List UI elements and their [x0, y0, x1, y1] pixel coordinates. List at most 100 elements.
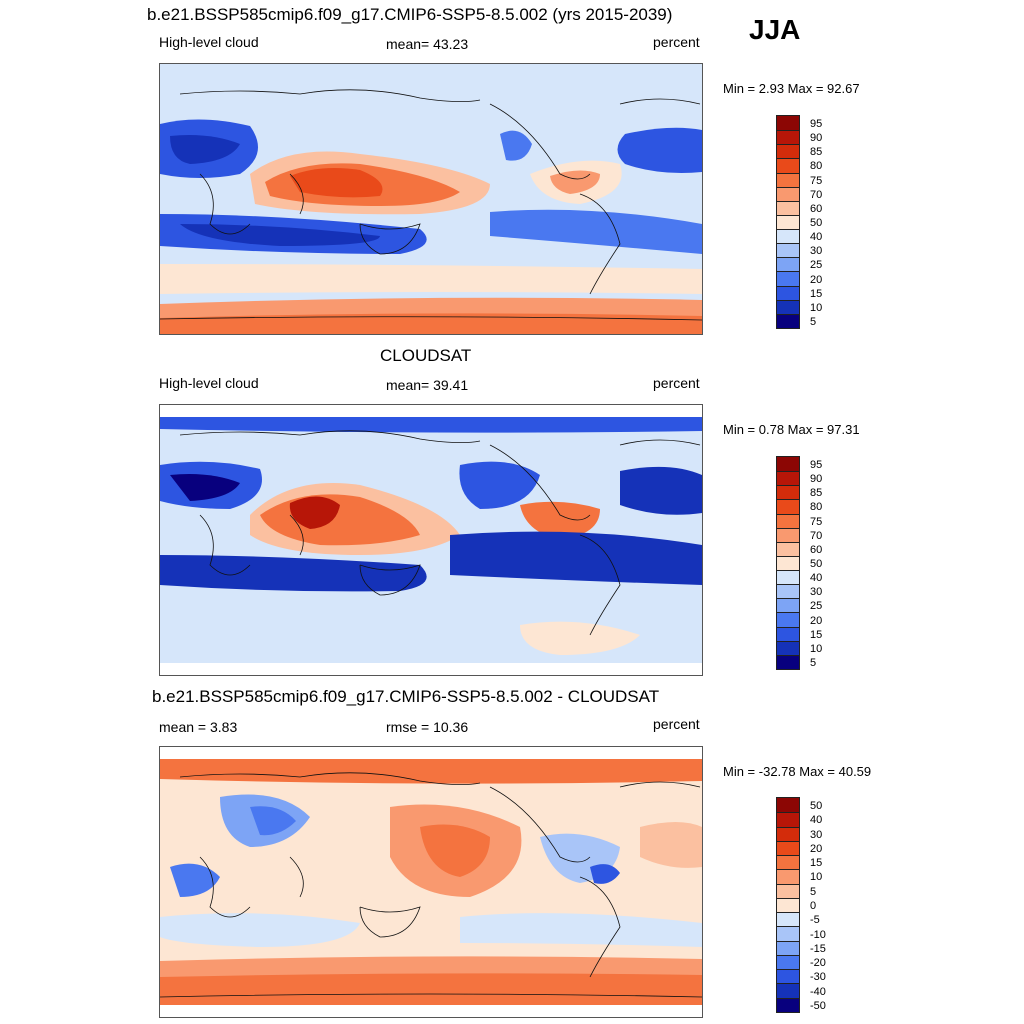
colorbar-tick-label: 50: [810, 558, 823, 570]
colorbar-swatch: [777, 969, 799, 984]
season-label: JJA: [749, 14, 801, 45]
colorbar-tick-label: 20: [810, 842, 823, 855]
cloud-region: [490, 209, 702, 254]
cloud-region: [640, 822, 702, 868]
colorbar-tick-label: 80: [810, 501, 823, 514]
cloud-region: [170, 474, 240, 501]
colorbar-swatch: [777, 229, 799, 244]
cloud-region: [160, 759, 702, 784]
panel-3-mean-label: mean = 3.83: [159, 719, 238, 735]
colorbar-tick-label: 30: [810, 828, 823, 841]
panel-3-minmax: Min = -32.78 Max = 40.59: [723, 764, 872, 779]
colorbar-swatch: [777, 186, 799, 201]
colorbar-swatch: [777, 997, 799, 1012]
cloud-region: [500, 130, 532, 161]
colorbar-tick-label: 5: [810, 656, 817, 669]
colorbar-swatch: [777, 172, 799, 187]
colorbar-swatch: [777, 897, 799, 913]
colorbar-swatch: [777, 654, 799, 669]
panel-3-rmse-label: rmse = 10.36: [386, 719, 469, 735]
colorbar-swatch: [777, 285, 799, 300]
cloud-region: [170, 863, 220, 897]
colorbar-tick-label: -15: [810, 942, 826, 955]
panel-2-title: CLOUDSAT: [380, 346, 472, 365]
panel-2-map: [159, 404, 703, 676]
colorbar-swatch: [777, 983, 799, 998]
cloud-region: [289, 496, 340, 529]
colorbar-tick-label: 90: [810, 473, 823, 486]
colorbar-swatch: [777, 527, 799, 542]
colorbar-tick-label: 15: [810, 287, 823, 300]
colorbar-swatch: [777, 130, 799, 145]
cloud-region: [420, 824, 490, 877]
cloud-region: [617, 127, 702, 173]
colorbar-swatch: [777, 313, 799, 328]
colorbar-swatch: [777, 214, 799, 230]
colorbar-swatch: [777, 954, 799, 970]
panel-2-minmax: Min = 0.78 Max = 97.31: [723, 422, 860, 437]
colorbar-swatch: [777, 798, 799, 813]
colorbar-tick-label: 50: [810, 800, 823, 813]
cloud-region: [520, 621, 640, 655]
colorbar-tick-label: 25: [810, 259, 823, 272]
colorbar-tick-label: 25: [810, 600, 823, 613]
colorbar-tick-label: 60: [810, 202, 823, 215]
colorbar-tick-label: -30: [810, 971, 826, 984]
colorbar-tick-label: 40: [810, 231, 823, 244]
colorbar-swatch: [777, 541, 799, 556]
panel-2-colorbar: 95 90 85 80 75 70 60 50 40 30 25 20 15 10 5: [776, 456, 822, 670]
panel-1-title: b.e21.BSSP585cmip6.f09_g17.CMIP6-SSP5-8.…: [147, 5, 673, 24]
colorbar-tick-label: 0: [810, 900, 817, 912]
colorbar-tick-label: 30: [810, 586, 823, 599]
panel-3-colorbar: 50 40 30 20 15 10 5 0 -5 -10 -15 -20 -30 -40 -50: [776, 797, 826, 1013]
colorbar-swatch: [777, 243, 799, 258]
colorbar-tick-label: 70: [810, 188, 823, 201]
colorbar-tick-label: -50: [810, 999, 826, 1012]
colorbar-tick-label: 80: [810, 160, 823, 173]
panel-1-units-label: percent: [653, 34, 700, 50]
coastlines: [160, 89, 702, 321]
cloud-region: [160, 64, 702, 82]
panel-3-map: [159, 746, 703, 1018]
panel-1-map-svg: [160, 64, 702, 334]
colorbar-tick-label: 75: [810, 174, 823, 187]
colorbar-swatch: [777, 869, 799, 884]
colorbar-swatch: [777, 612, 799, 627]
colorbar-tick-label: 5: [810, 885, 817, 898]
colorbar-tick-label: 10: [810, 871, 823, 884]
colorbar-tick-label: 85: [810, 146, 823, 159]
colorbar-swatch: [777, 200, 799, 215]
colorbar-tick-label: 15: [810, 857, 823, 870]
panel-1-minmax: Min = 2.93 Max = 92.67: [723, 81, 860, 96]
colorbar-swatch: [777, 299, 799, 314]
colorbar-tick-label: 20: [810, 273, 823, 286]
colorbar-swatch: [777, 826, 799, 841]
colorbar-swatch: [777, 855, 799, 870]
panel-2-mean-label: mean= 39.41: [386, 377, 469, 393]
colorbar-swatch: [777, 513, 799, 528]
cloud-region: [160, 593, 702, 663]
panel-2-left-label: High-level cloud: [159, 375, 259, 391]
panel-1-map: [159, 63, 703, 335]
colorbar-tick-label: 40: [810, 814, 823, 827]
cloud-region: [160, 973, 702, 1005]
colorbar-swatch: [777, 570, 799, 585]
cloud-region: [180, 224, 380, 246]
colorbar-swatch: [777, 626, 799, 641]
cloud-region: [590, 864, 620, 884]
colorbar-tick-label: 10: [810, 301, 823, 314]
colorbar-tick-label: 30: [810, 245, 823, 258]
colorbar-swatch: [777, 883, 799, 898]
colorbar-swatch: [777, 940, 799, 955]
colorbar-swatch: [777, 158, 799, 173]
colorbar-tick-label: 85: [810, 487, 823, 500]
colorbar-tick-label: 50: [810, 217, 823, 229]
cloud-region: [160, 313, 702, 334]
colorbar-tick-label: 10: [810, 642, 823, 655]
colorbar-swatch: [777, 598, 799, 613]
colorbar-tick-label: -5: [810, 914, 820, 927]
colorbar-swatch: [777, 640, 799, 655]
panel-2-map-svg: [160, 417, 702, 663]
colorbar-tick-label: 40: [810, 572, 823, 585]
coastlines: [179, 430, 701, 636]
